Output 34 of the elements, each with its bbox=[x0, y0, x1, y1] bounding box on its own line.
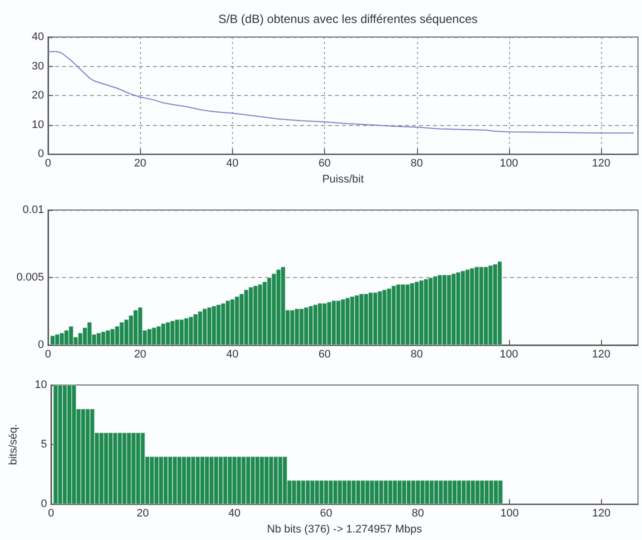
line-series bbox=[48, 51, 634, 134]
x-tick-label: 80 bbox=[410, 158, 423, 170]
chart-title: S/B (dB) obtenus avec les différentes séquences bbox=[218, 12, 478, 26]
y-tick-label: 40 bbox=[32, 31, 44, 43]
x-tick-label: 80 bbox=[410, 348, 423, 360]
x-tick-label: 100 bbox=[500, 348, 518, 360]
y-axis-title: bits/séq. bbox=[8, 424, 20, 466]
x-tick-label: 120 bbox=[592, 508, 610, 520]
x-axis-title: Nb bits (376) -> 1.274957 Mbps bbox=[266, 524, 422, 536]
x-tick-label: 20 bbox=[136, 508, 149, 520]
x-tick-label: 60 bbox=[318, 158, 331, 170]
x-tick-label: 40 bbox=[228, 508, 241, 520]
y-tick-label: 0 bbox=[40, 498, 47, 510]
x-tick-label: 40 bbox=[226, 158, 238, 170]
x-tick-label: 60 bbox=[318, 348, 331, 360]
x-tick-label: 120 bbox=[592, 158, 610, 170]
x-tick-label: 120 bbox=[592, 348, 610, 360]
y-tick-label: 30 bbox=[32, 60, 44, 72]
x-tick-label: 80 bbox=[412, 508, 424, 520]
x-tick-label: 20 bbox=[134, 158, 146, 170]
y-tick-label: 0 bbox=[38, 148, 44, 160]
x-tick-label: 40 bbox=[226, 348, 238, 360]
y-tick-label: 10 bbox=[34, 379, 47, 391]
x-axis-title: Puiss/bit bbox=[322, 174, 364, 186]
x-tick-label: 20 bbox=[134, 348, 146, 360]
y-tick-label: 20 bbox=[32, 90, 44, 102]
y-tick-label: 10 bbox=[32, 118, 44, 131]
x-tick-label: 60 bbox=[320, 508, 332, 520]
y-tick-label: 0 bbox=[38, 339, 44, 351]
x-tick-label: 100 bbox=[500, 508, 519, 520]
x-tick-label: 100 bbox=[500, 158, 518, 170]
y-tick-label: 5 bbox=[40, 438, 47, 451]
y-tick-label: 0.01 bbox=[22, 204, 44, 216]
y-tick-label: 0.005 bbox=[16, 272, 44, 284]
